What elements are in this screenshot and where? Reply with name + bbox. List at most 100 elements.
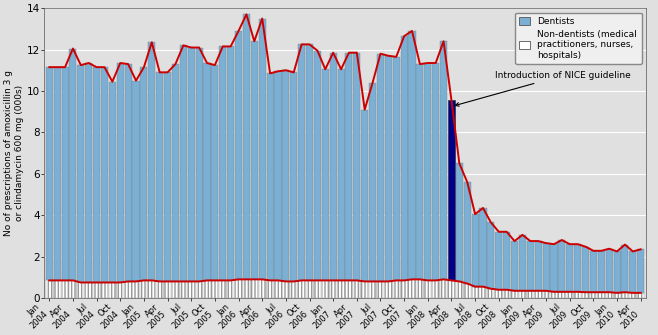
- Bar: [274, 71, 282, 280]
- Bar: [322, 280, 329, 298]
- Bar: [558, 292, 565, 298]
- Bar: [574, 244, 581, 292]
- Bar: [448, 280, 455, 298]
- Bar: [464, 283, 470, 298]
- Bar: [243, 279, 250, 298]
- Bar: [551, 292, 557, 298]
- Bar: [519, 235, 526, 291]
- Bar: [353, 280, 361, 298]
- Bar: [282, 70, 290, 281]
- Bar: [590, 292, 597, 298]
- Bar: [338, 280, 345, 298]
- Bar: [85, 63, 92, 282]
- Text: Introduction of NICE guideline: Introduction of NICE guideline: [455, 71, 630, 106]
- Bar: [77, 282, 84, 298]
- Bar: [535, 241, 542, 291]
- Bar: [377, 54, 384, 281]
- Bar: [511, 241, 518, 291]
- Bar: [219, 47, 226, 280]
- Bar: [629, 293, 636, 298]
- Bar: [101, 67, 108, 282]
- Bar: [274, 280, 282, 298]
- Bar: [116, 282, 124, 298]
- Bar: [385, 281, 392, 298]
- Bar: [140, 280, 147, 298]
- Bar: [109, 82, 116, 282]
- Bar: [605, 292, 613, 298]
- Bar: [511, 291, 518, 298]
- Bar: [582, 247, 589, 292]
- Bar: [314, 280, 321, 298]
- Bar: [503, 290, 510, 298]
- Bar: [527, 291, 534, 298]
- Legend: Dentists, Non-dentists (medical
practitioners, nurses,
hospitals): Dentists, Non-dentists (medical practiti…: [515, 13, 642, 64]
- Bar: [211, 280, 218, 298]
- Bar: [172, 281, 179, 298]
- Bar: [227, 47, 234, 280]
- Bar: [53, 67, 61, 280]
- Bar: [195, 48, 203, 281]
- Bar: [637, 249, 644, 293]
- Bar: [401, 280, 408, 298]
- Bar: [424, 280, 432, 298]
- Bar: [456, 281, 463, 298]
- Bar: [613, 252, 620, 293]
- Bar: [164, 72, 171, 281]
- Bar: [243, 14, 250, 279]
- Bar: [203, 63, 211, 280]
- Bar: [172, 64, 179, 281]
- Bar: [448, 100, 455, 280]
- Bar: [353, 53, 361, 280]
- Bar: [369, 281, 376, 298]
- Bar: [582, 292, 589, 298]
- Bar: [188, 281, 195, 298]
- Bar: [156, 281, 163, 298]
- Bar: [85, 282, 92, 298]
- Bar: [188, 48, 195, 281]
- Bar: [590, 251, 597, 292]
- Bar: [393, 280, 400, 298]
- Bar: [432, 63, 440, 280]
- Bar: [543, 291, 549, 298]
- Bar: [495, 290, 502, 298]
- Bar: [409, 279, 416, 298]
- Bar: [480, 208, 486, 287]
- Bar: [488, 222, 494, 289]
- Bar: [535, 291, 542, 298]
- Bar: [235, 31, 242, 279]
- Bar: [290, 281, 297, 298]
- Bar: [46, 67, 53, 280]
- Bar: [488, 289, 494, 298]
- Bar: [266, 73, 274, 280]
- Bar: [613, 293, 620, 298]
- Bar: [306, 45, 313, 280]
- Y-axis label: No of prescriptions of amoxicillin 3 g
or clindamycin 600 mg (000s): No of prescriptions of amoxicillin 3 g o…: [4, 70, 24, 236]
- Bar: [211, 65, 218, 280]
- Bar: [195, 281, 203, 298]
- Bar: [409, 31, 416, 279]
- Bar: [251, 279, 258, 298]
- Bar: [322, 69, 329, 280]
- Bar: [61, 280, 68, 298]
- Bar: [385, 56, 392, 281]
- Bar: [140, 67, 147, 280]
- Bar: [77, 65, 84, 282]
- Bar: [290, 72, 297, 281]
- Bar: [124, 281, 132, 298]
- Bar: [393, 57, 400, 280]
- Bar: [227, 280, 234, 298]
- Bar: [259, 18, 266, 279]
- Bar: [377, 281, 384, 298]
- Bar: [46, 280, 53, 298]
- Bar: [124, 64, 132, 281]
- Bar: [314, 51, 321, 280]
- Bar: [629, 252, 636, 293]
- Bar: [597, 292, 605, 298]
- Bar: [472, 287, 478, 298]
- Bar: [282, 281, 290, 298]
- Bar: [527, 241, 534, 291]
- Bar: [597, 251, 605, 292]
- Bar: [132, 281, 139, 298]
- Bar: [61, 67, 68, 280]
- Bar: [456, 163, 463, 281]
